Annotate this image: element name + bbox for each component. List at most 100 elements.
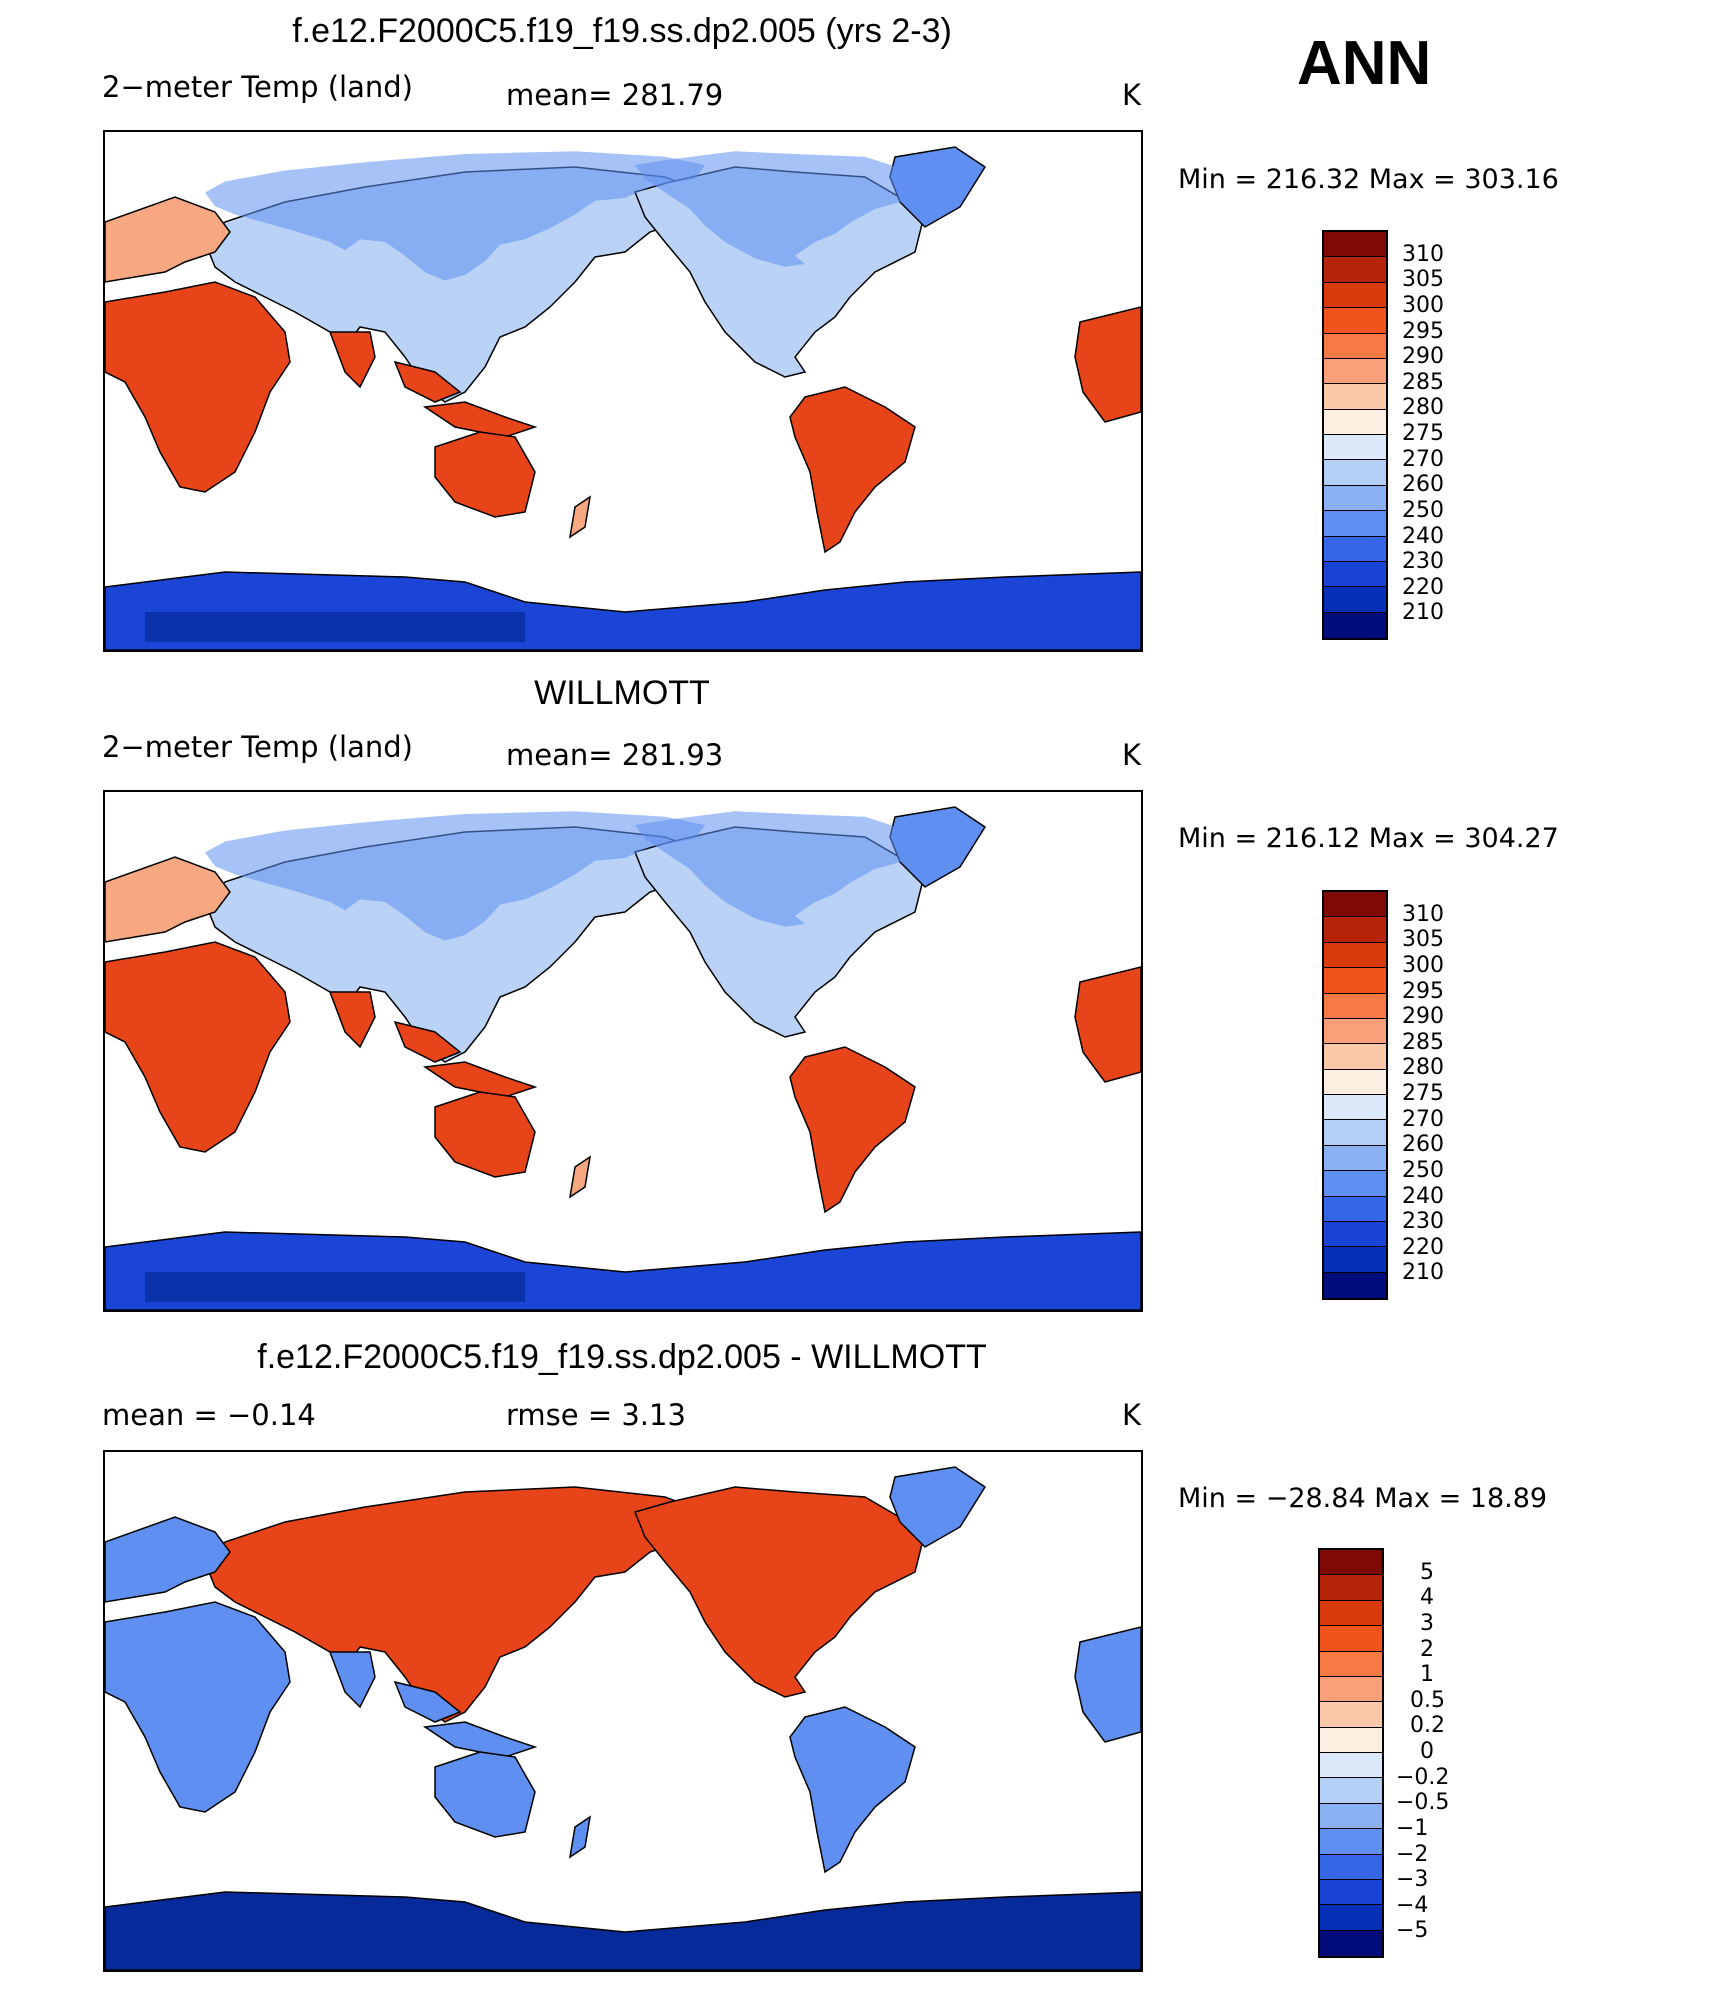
colorbar-swatch [1324, 511, 1386, 537]
colorbar-label: −3 [1396, 1867, 1429, 1893]
colorbar-swatch [1324, 1120, 1386, 1146]
colorbar-label: 230 [1402, 1209, 1444, 1235]
colorbar-swatch [1324, 384, 1386, 410]
panel-2-map-plot [105, 806, 1141, 1310]
colorbar-label: 280 [1402, 395, 1444, 421]
colorbar-label: 305 [1402, 927, 1444, 953]
colorbar-label: −5 [1396, 1918, 1429, 1944]
colorbar-swatch [1324, 942, 1386, 969]
map-region-namerica [633, 1486, 926, 1698]
panel-3-map-plot [105, 1466, 1141, 1970]
colorbar-label: 260 [1402, 1132, 1444, 1158]
colorbar-label: 220 [1402, 574, 1444, 600]
colorbar-label: 4 [1420, 1585, 1434, 1611]
map-region-seasia [393, 360, 462, 403]
colorbar-swatch [1320, 1600, 1382, 1627]
colorbar-swatch [1320, 1702, 1382, 1728]
colorbar-swatch [1324, 917, 1386, 943]
map-region-antarctica-interior [145, 612, 525, 642]
colorbar-label: −0.5 [1396, 1790, 1450, 1816]
colorbar-label: 270 [1402, 446, 1444, 472]
colorbar-label: 295 [1402, 978, 1444, 1004]
colorbar-swatch [1320, 1727, 1382, 1753]
colorbar-label: −2 [1396, 1841, 1429, 1867]
map-region-europe_w [105, 856, 231, 943]
map-region-australia [434, 431, 536, 518]
map-region-india [328, 331, 376, 389]
panel-3-units: K [1122, 1398, 1142, 1432]
colorbar-label: 290 [1402, 1004, 1444, 1030]
colorbar-swatch [1324, 1196, 1386, 1222]
colorbar-label: 310 [1402, 901, 1444, 927]
colorbar-label: 305 [1402, 267, 1444, 293]
colorbar-swatch [1324, 1171, 1386, 1197]
map-region-antarctica [105, 1891, 1141, 1970]
colorbar-label: 285 [1402, 369, 1444, 395]
panel-1-map-plot [105, 146, 1141, 650]
colorbar-label: 275 [1402, 1081, 1444, 1106]
colorbar-label: 0.5 [1410, 1687, 1445, 1713]
map-region-australia [434, 1091, 536, 1178]
colorbar-swatch [1324, 358, 1386, 385]
colorbar-swatch [1324, 409, 1386, 435]
colorbar-label: 295 [1402, 318, 1444, 344]
panel-3-title: f.e12.F2000C5.f19_f19.ss.dp2.005 - WILLM… [257, 1338, 987, 1376]
map-region-indon [422, 1061, 538, 1098]
colorbar-swatch [1324, 968, 1386, 994]
panel-2-units: K [1122, 738, 1142, 772]
panel-2-colorbar [1322, 890, 1388, 1300]
colorbar-swatch [1324, 1221, 1386, 1248]
map-region-namerica-north [635, 151, 925, 267]
colorbar-label: 280 [1402, 1055, 1444, 1081]
colorbar-swatch [1324, 1272, 1386, 1298]
colorbar-swatch [1324, 435, 1386, 461]
colorbar-label: 310 [1402, 241, 1444, 267]
map-region-seasia [393, 1020, 462, 1063]
colorbar-label: 250 [1402, 497, 1444, 523]
colorbar-swatch [1324, 993, 1386, 1019]
colorbar-label: 300 [1402, 292, 1444, 318]
colorbar-label: 5 [1420, 1559, 1434, 1585]
map-region-africa_e [1074, 966, 1141, 1083]
colorbar-label: −4 [1396, 1892, 1429, 1918]
map-region-samerica [789, 1706, 916, 1874]
map-region-india [328, 1651, 376, 1709]
colorbar-swatch [1320, 1550, 1382, 1576]
colorbar-swatch [1320, 1753, 1382, 1779]
colorbar-swatch [1324, 257, 1386, 283]
colorbar-swatch [1324, 232, 1386, 258]
colorbar-label: −1 [1396, 1815, 1429, 1841]
panel-2-mean: mean= 281.93 [506, 738, 724, 772]
panel-3-colorbar-labels: 5 4 3 2 1 0.5 0.2 0 −0.2 −0.5 −1 −2 −3 −4 −5 [1396, 1548, 1482, 1958]
colorbar-label: −0.2 [1396, 1764, 1450, 1790]
map-region-eurasia-north [205, 151, 705, 281]
colorbar-swatch [1320, 1575, 1382, 1601]
map-region-europe_w [105, 196, 231, 283]
colorbar-label: 275 [1402, 421, 1444, 446]
map-region-africa_e [1074, 1626, 1141, 1743]
map-region-africa [105, 281, 291, 493]
panel-2-minmax: Min = 216.12 Max = 304.27 [1178, 823, 1559, 854]
map-region-nz [568, 495, 592, 539]
colorbar-swatch [1324, 1044, 1386, 1070]
colorbar-label: 260 [1402, 472, 1444, 498]
map-region-eurasia-north [205, 811, 705, 941]
map-region-africa_e [1074, 306, 1141, 423]
colorbar-swatch [1320, 1905, 1382, 1931]
panel-3-mean: mean = −0.14 [102, 1398, 316, 1432]
panel-1-minmax: Min = 216.32 Max = 303.16 [1178, 164, 1559, 195]
panel-1-units: K [1122, 78, 1142, 112]
panel-3-colorbar [1318, 1548, 1384, 1958]
map-region-africa [105, 1601, 291, 1813]
colorbar-label: 240 [1402, 523, 1444, 549]
colorbar-label: 210 [1402, 1260, 1444, 1286]
colorbar-swatch [1320, 1930, 1382, 1956]
colorbar-swatch [1320, 1626, 1382, 1652]
map-region-indon [422, 1721, 538, 1758]
map-region-eurasia [204, 1486, 706, 1723]
colorbar-swatch [1320, 1829, 1382, 1855]
panel-2-title: WILLMOTT [534, 674, 710, 712]
colorbar-swatch [1324, 892, 1386, 918]
map-region-europe_w [105, 1516, 231, 1603]
colorbar-swatch [1324, 1145, 1386, 1172]
